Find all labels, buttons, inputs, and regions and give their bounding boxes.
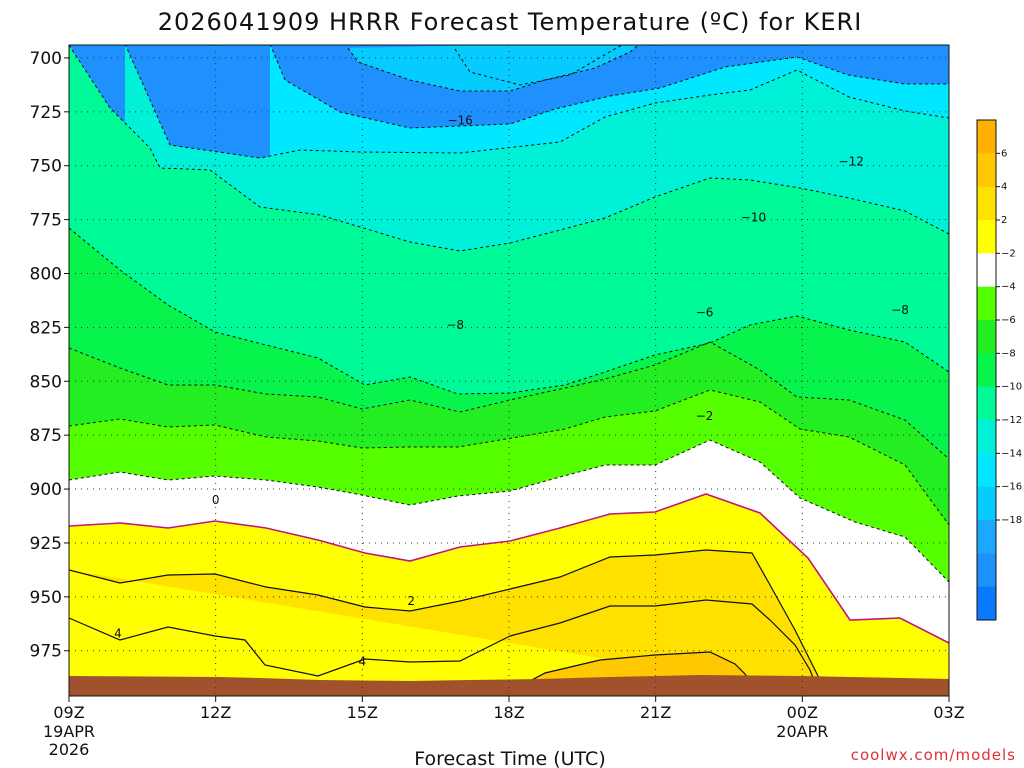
y-tick-label: 975	[30, 642, 62, 662]
contour-label-zero: 0	[212, 493, 220, 507]
x-tick-label: 09Z	[53, 703, 84, 722]
y-tick-label: 700	[30, 49, 62, 69]
colorbar-bin	[977, 420, 996, 454]
contour-label-negative: −2	[696, 409, 714, 423]
colorbar-label: −16	[1001, 482, 1022, 493]
x-tick-label: 15Z	[347, 703, 378, 722]
colorbar-bin	[977, 486, 996, 521]
y-tick-label: 875	[30, 426, 62, 446]
colorbar-label: −14	[1001, 448, 1022, 459]
contour-label-negative: −8	[891, 303, 909, 317]
colorbar-bin	[977, 153, 996, 188]
y-tick-label: 900	[30, 480, 62, 500]
colorbar-bin	[977, 386, 996, 421]
contour-label-negative: −16	[447, 113, 472, 127]
colorbar-label: −8	[1001, 348, 1016, 359]
colorbar-bin	[977, 320, 996, 354]
colorbar-bin	[977, 220, 996, 254]
colorbar-bin	[977, 553, 996, 588]
contour-label-negative: −6	[696, 305, 714, 319]
colorbar-label: −10	[1001, 382, 1022, 393]
contour-label-negative: −12	[839, 154, 864, 168]
colorbar-bin	[977, 520, 996, 554]
colorbar-label: −12	[1001, 415, 1022, 426]
colorbar-bin	[977, 453, 996, 488]
grid	[69, 45, 949, 696]
contour-label-positive: 4	[359, 655, 367, 669]
credit-text: coolwx.com/models	[851, 746, 1016, 764]
positive-contours	[69, 549, 831, 696]
contour-label-positive: 2	[407, 594, 415, 608]
ground-terrain	[69, 675, 949, 696]
y-tick-label: 925	[30, 534, 62, 554]
contour-plus-2	[69, 549, 831, 696]
contour-plus-6	[501, 651, 761, 696]
x-tick-year: 2026	[49, 740, 90, 759]
y-axis: 700 725 750 775 800 825 850 875 900 925 950 975	[30, 49, 69, 662]
colorbar-label: 4	[1001, 182, 1007, 193]
y-tick-label: 725	[30, 103, 62, 123]
contour-minus-2	[69, 439, 949, 583]
contour-minus-6	[69, 341, 949, 460]
contour-minus-14	[269, 45, 949, 129]
colorbar-bin	[977, 286, 996, 321]
contour-label-negative: −8	[446, 318, 464, 332]
contour-label-positive: 4	[114, 626, 122, 640]
chart-title: 2026041909 HRRR Forecast Temperature (ºC…	[158, 8, 863, 36]
x-tick-label: 00Z	[787, 703, 818, 722]
y-tick-label: 850	[30, 372, 62, 392]
y-tick-label: 775	[30, 211, 62, 231]
colorbar-bin	[977, 353, 996, 388]
x-tick-label: 03Z	[933, 703, 964, 722]
colorbar-bin	[977, 120, 996, 154]
contour-labels: −16 −12 −10 −8 −8 −6 −2 0 2 4 4	[114, 113, 909, 669]
x-axis-label: Forecast Time (UTC)	[414, 748, 605, 768]
colorbar-bin	[977, 586, 996, 621]
negative-contours	[69, 45, 949, 583]
contour-minus-4	[69, 389, 949, 526]
x-tick-label: 12Z	[200, 703, 231, 722]
contour-zero	[69, 493, 949, 644]
y-tick-label: 825	[30, 318, 62, 338]
colorbar-label: −6	[1001, 315, 1016, 326]
colorbar-label: −2	[1001, 248, 1016, 259]
colorbar-label: 2	[1001, 215, 1007, 226]
colorbar-label: 6	[1001, 148, 1007, 159]
y-tick-label: 800	[30, 264, 62, 284]
contour-minus-8	[69, 227, 949, 395]
colorbar-bin	[977, 186, 996, 221]
x-tick-date: 20APR	[776, 722, 828, 741]
contour-label-negative: −10	[741, 210, 766, 224]
x-tick-label: 21Z	[640, 703, 671, 722]
y-tick-label: 950	[30, 588, 62, 608]
x-tick-date: 19APR	[43, 722, 95, 741]
contour-minus-10	[69, 45, 949, 252]
colorbar: 6 4 2 −2 −4 −6 −8 −10 −12 −14 −16 −18	[976, 119, 1022, 621]
contour-plus-4	[69, 599, 821, 696]
colorbar-frame	[976, 119, 997, 621]
colorbar-bin	[977, 253, 996, 288]
y-tick-label: 750	[30, 157, 62, 177]
band-fill-minus-14	[348, 45, 639, 91]
contour-minus-12	[124, 45, 949, 159]
colorbar-label: −4	[1001, 282, 1016, 293]
colorbar-label: −18	[1001, 515, 1022, 526]
x-tick-label: 18Z	[493, 703, 524, 722]
